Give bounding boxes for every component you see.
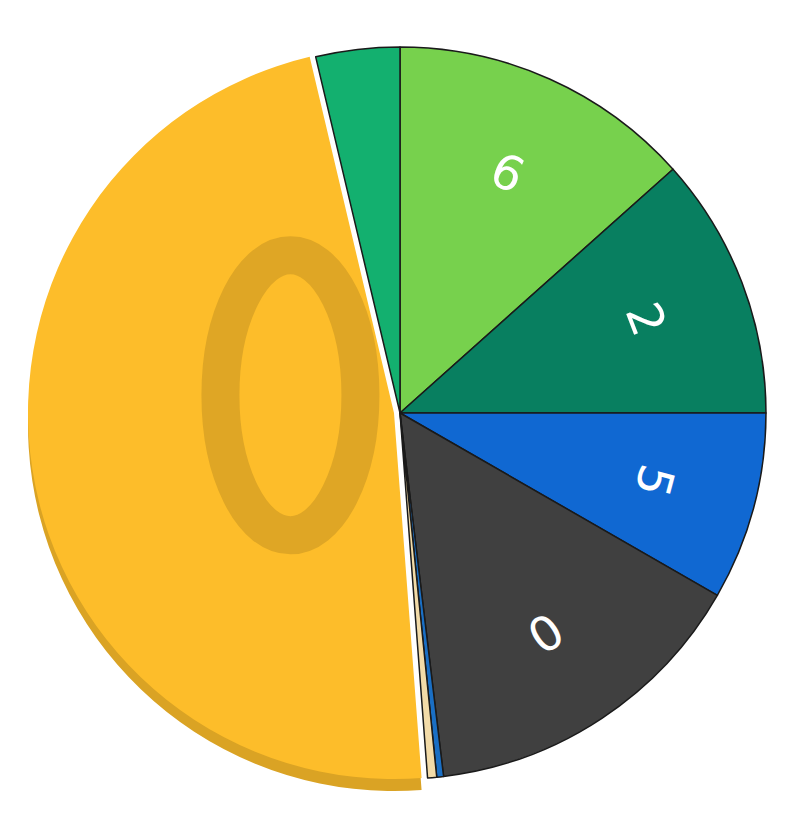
slice-label: 6 xyxy=(482,141,533,205)
pie-slice xyxy=(400,169,766,413)
slice-label: 2 xyxy=(615,295,678,343)
slice-label: 5 xyxy=(624,459,686,503)
pie-slice xyxy=(316,47,400,413)
coin-emboss xyxy=(220,255,360,535)
slices xyxy=(28,47,766,779)
slice-labels: 6 2 5 0 xyxy=(482,141,685,665)
pie-chart: 6 2 5 0 xyxy=(0,0,804,835)
pie-slice xyxy=(400,413,717,776)
chart-container: 6 2 5 0 xyxy=(0,0,804,835)
slice-label: 0 xyxy=(517,601,573,665)
